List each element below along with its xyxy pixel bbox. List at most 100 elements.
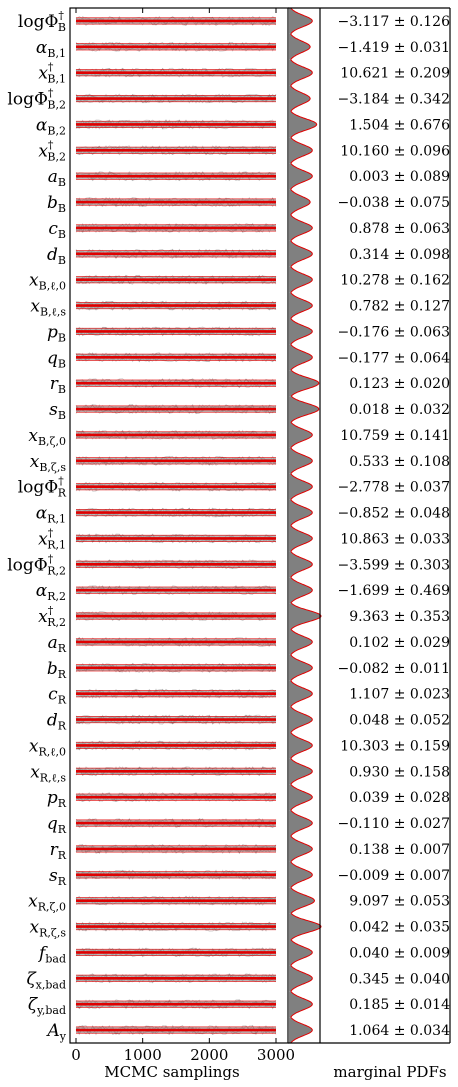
trace-row: [75, 196, 277, 208]
trace-row: [75, 895, 277, 906]
parameter-value: 0.533 ± 0.108: [349, 454, 450, 470]
pdf-fill: [289, 111, 317, 138]
trace-row: [75, 585, 277, 596]
trace-row: [75, 145, 277, 156]
label-sub: R,2: [47, 616, 66, 629]
trace-row: [75, 791, 277, 803]
pdf-fit-line: [290, 990, 313, 1018]
parameter-label: rB: [50, 374, 66, 396]
pdf-fill: [289, 33, 311, 60]
parameter-value: 0.018 ± 0.032: [349, 402, 450, 418]
parameter-value: −0.177 ± 0.064: [337, 350, 450, 366]
parameter-label: sB: [49, 400, 66, 422]
label-sub: R,ζ,0: [38, 901, 66, 914]
trace-row: [75, 377, 277, 389]
label-main: x: [29, 736, 39, 756]
label-main: x: [30, 452, 40, 472]
label-main: p: [47, 788, 58, 808]
pdf-fit-line: [290, 137, 313, 164]
pdf-fit-line: [290, 214, 313, 242]
pdf-fill: [289, 85, 311, 112]
pdf-fit-line: [290, 292, 313, 319]
label-sub: B: [58, 331, 66, 344]
parameter-value: −3.117 ± 0.126: [337, 14, 450, 30]
parameter-label: αR,2: [36, 581, 66, 603]
trace-row: [75, 119, 277, 130]
parameter-value: 10.303 ± 0.159: [340, 738, 450, 754]
parameter-label: sR: [49, 866, 67, 888]
label-sub: B,ℓ,0: [39, 280, 66, 293]
label-main: x: [28, 892, 38, 912]
label-sup: †: [48, 552, 54, 565]
label-main: r: [50, 374, 59, 394]
pdf-fit-line: [290, 706, 313, 733]
label-sub: B,ζ,0: [38, 435, 66, 448]
trace-row: [75, 662, 277, 673]
trace-row: [75, 869, 277, 881]
pdf-fit-line: [290, 887, 316, 914]
trace-row: [75, 533, 277, 544]
label-sub: R,1: [47, 513, 66, 526]
label-sub: B: [58, 409, 66, 422]
x-tick-label: 2000: [190, 1046, 228, 1064]
parameter-value: 0.930 ± 0.158: [349, 764, 450, 780]
label-sub: R,2: [47, 564, 66, 577]
label-main: f: [37, 943, 48, 963]
parameter-value: 1.504 ± 0.676: [349, 117, 450, 133]
pdf-fit-line: [290, 809, 313, 837]
label-main: logΦ: [18, 478, 59, 498]
label-sup: †: [48, 604, 54, 617]
label-sub: B: [58, 228, 66, 241]
pdf-fit-line: [290, 680, 313, 707]
parameter-label: αR,1: [36, 504, 66, 526]
pdf-fill: [289, 629, 313, 655]
pdf-fit-line: [290, 835, 313, 863]
pdf-fill: [289, 525, 313, 552]
label-sub: R: [58, 823, 67, 836]
pdf-fill: [289, 991, 313, 1018]
parameter-label: x† B,2: [38, 138, 66, 163]
parameter-label: logΦ† R: [18, 475, 67, 500]
pdf-fit-line: [290, 395, 320, 423]
label-sub: R: [58, 642, 67, 655]
parameter-label: logΦ† B,2: [7, 87, 66, 112]
parameter-label: aB: [48, 167, 66, 189]
parameter-label: ζx,bad: [26, 969, 66, 991]
parameter-label: αB,2: [36, 115, 66, 137]
pdf-fit-line: [290, 421, 313, 449]
label-sub: B,ζ,s: [39, 461, 66, 474]
pdf-fit-line: [290, 861, 313, 889]
parameter-label: ζy,bad: [28, 995, 66, 1017]
pdf-fill: [289, 836, 313, 862]
pdf-fit-line: [290, 240, 313, 268]
pdf-fill: [289, 473, 313, 500]
label-sup: †: [48, 61, 54, 74]
label-sub: R: [58, 720, 67, 733]
walker-trace: [75, 921, 277, 932]
label-sub: B,1: [47, 47, 66, 60]
parameter-label: Ay: [46, 1021, 67, 1043]
label-main: x: [28, 426, 38, 446]
label-main: x: [30, 918, 40, 938]
label-main: b: [47, 193, 58, 213]
pdf-fill: [289, 732, 313, 759]
label-main: a: [48, 167, 58, 187]
label-main: x: [38, 529, 48, 549]
label-sub: B: [58, 202, 66, 215]
label-sub: B: [58, 383, 66, 396]
pdf-fill: [289, 603, 321, 629]
trace-row: [75, 171, 277, 182]
label-sub: B: [58, 21, 66, 34]
trace-row: [75, 15, 277, 27]
label-sup: †: [48, 138, 54, 151]
trace-row: [75, 507, 277, 518]
x-axis-label: MCMC samplings: [104, 1063, 239, 1081]
pdf-fit-line: [290, 628, 313, 656]
x-tick-label: 3000: [257, 1046, 295, 1064]
parameter-label: cB: [48, 219, 66, 241]
pdf-fit-line: [290, 111, 318, 138]
pdf-fill: [289, 887, 315, 914]
label-main: s: [49, 400, 58, 420]
label-main: x: [38, 64, 48, 84]
parameter-value: −3.599 ± 0.303: [337, 557, 450, 573]
